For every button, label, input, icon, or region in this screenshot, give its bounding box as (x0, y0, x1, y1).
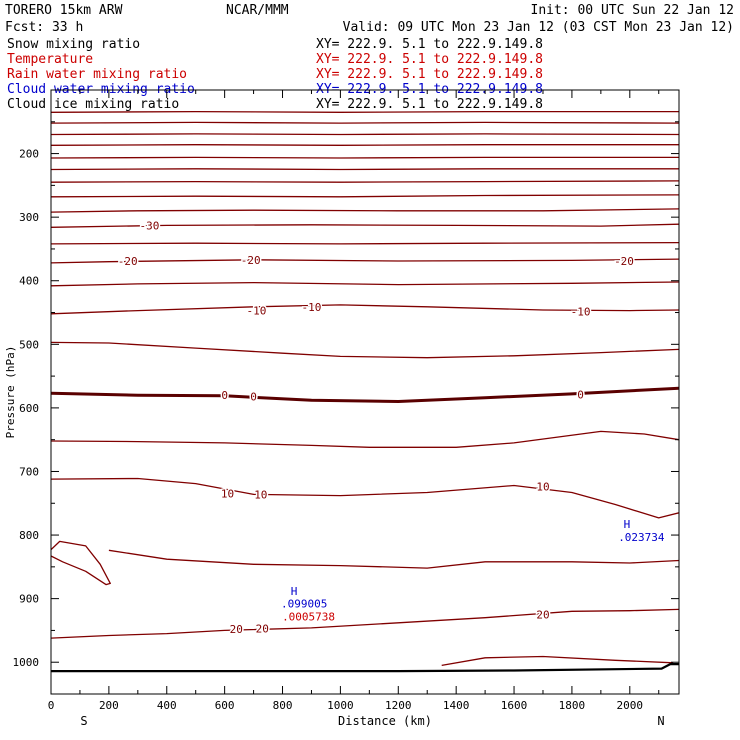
field-name: Rain water mixing ratio (7, 67, 187, 82)
isotherm-label: 10 (254, 488, 267, 501)
x-tick-label: 1200 (385, 699, 412, 712)
field-xy-range: XY= 222.9. 5.1 to 222.9.149.8 (316, 67, 543, 82)
x-tick-label: 800 (273, 699, 293, 712)
x-tick-label: 200 (99, 699, 119, 712)
isotherm-line (441, 655, 674, 667)
isotherm-line (51, 477, 679, 519)
model-title: TORERO 15km ARW (5, 3, 123, 18)
field-xy-range: XY= 222.9. 5.1 to 222.9.149.8 (316, 37, 543, 52)
isotherm-line (51, 133, 679, 136)
isotherm-label: -10 (302, 301, 322, 314)
isotherm-line (51, 540, 111, 586)
center-label: NCAR/MMM (226, 3, 289, 18)
isotherm-label: 10 (536, 481, 549, 494)
x-tick-label: 1000 (327, 699, 354, 712)
y-tick-label: 200 (19, 148, 39, 161)
x-end-label-south: S (80, 714, 87, 728)
isotherm-line (51, 281, 679, 287)
isotherm-line (51, 258, 679, 264)
isotherm-label: -30 (139, 219, 159, 232)
isotherm-line (51, 180, 679, 183)
isotherm-line (51, 168, 679, 171)
forecast-hour: Fcst: 33 h (5, 20, 83, 35)
extremum-label: H (624, 518, 631, 531)
ground-surface-line (51, 662, 679, 673)
field-xy-range: XY= 222.9. 5.1 to 222.9.149.8 (316, 52, 543, 67)
isotherm-line (51, 156, 679, 159)
isotherm-label: 20 (256, 623, 269, 636)
isotherm-lines (51, 110, 679, 673)
isotherm-labels: -30 -20 -20 -20 -10 -10 -10 0 0 0 10 10 10 20 20 20 (116, 218, 635, 638)
field-name: Snow mixing ratio (7, 37, 140, 52)
isotherm-line (51, 194, 679, 198)
isotherm-label: -20 (118, 255, 138, 268)
plot-frame (50, 89, 680, 695)
isotherm-label: -10 (571, 305, 591, 318)
isotherm-line (51, 223, 679, 228)
x-tick-label: 400 (157, 699, 177, 712)
isotherm-line (51, 304, 679, 315)
isotherm-line (51, 608, 679, 639)
isotherm-line (51, 430, 679, 448)
isotherm-label: 10 (221, 488, 234, 501)
x-end-label-north: N (657, 714, 664, 728)
x-tick-label: 2000 (617, 699, 644, 712)
isotherm-label: 20 (230, 623, 243, 636)
isotherm-label: -20 (241, 254, 261, 267)
x-tick-label: 1600 (501, 699, 528, 712)
y-axis-title: Pressure (hPa) (4, 346, 17, 439)
x-tick-label: 1400 (443, 699, 470, 712)
y-tick-label: 800 (19, 529, 39, 542)
isotherm-line (51, 341, 679, 359)
x-tick-label: 1800 (559, 699, 586, 712)
y-tick-label: 900 (19, 593, 39, 606)
y-tick-label: 600 (19, 402, 39, 415)
field-list: Snow mixing ratio XY= 222.9. 5.1 to 222.9… (7, 37, 543, 112)
y-tick-label: 500 (19, 338, 39, 351)
isotherm-line (51, 121, 679, 124)
isotherm-label: 0 (577, 389, 584, 402)
freezing-level-isotherm (51, 386, 679, 403)
isotherm-line (51, 208, 679, 213)
isotherm-label: -10 (247, 305, 267, 318)
valid-label: Valid: 09 UTC Mon 23 Jan 12 (03 CST Mon … (343, 20, 734, 35)
field-xy-range: XY= 222.9. 5.1 to 222.9.149.8 (316, 97, 543, 112)
isotherm-label: 0 (221, 389, 228, 402)
isotherm-label: -20 (614, 255, 634, 268)
extremum-label: .023734 (618, 531, 665, 544)
y-tick-label: 700 (19, 465, 39, 478)
isotherm-line (51, 241, 679, 245)
extremum-label: .099005 (281, 598, 327, 611)
extremum-label: H (291, 585, 298, 598)
isotherm-line (51, 144, 679, 146)
field-name: Temperature (7, 52, 93, 67)
x-tick-label: 600 (215, 699, 235, 712)
init-label: Init: 00 UTC Sun 22 Jan 12 (531, 3, 735, 18)
field-name: Cloud ice mixing ratio (7, 97, 179, 112)
y-tick-label: 400 (19, 275, 39, 288)
isotherm-line (108, 549, 679, 569)
extremum-label: .0005738 (282, 610, 335, 623)
isotherm-label: 0 (250, 390, 257, 403)
isotherm-label: 20 (536, 609, 549, 622)
y-tick-label: 1000 (13, 656, 40, 669)
x-tick-label: 0 (48, 699, 55, 712)
header: TORERO 15km ARW NCAR/MMM Init: 00 UTC Su… (5, 3, 734, 35)
x-axis-title: Distance (km) (338, 714, 432, 728)
y-tick-label: 300 (19, 211, 39, 224)
x-axis: 0 200 400 600 800 1000 1200 1400 1600 1800 2000Dis… (48, 90, 665, 728)
isotherm-line (51, 110, 679, 113)
